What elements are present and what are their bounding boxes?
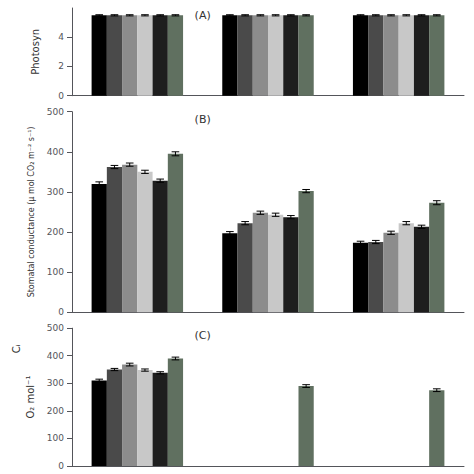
svg-text:(B): (B)	[195, 113, 211, 126]
svg-text:O₂ mol⁻¹: O₂ mol⁻¹	[25, 376, 36, 419]
svg-text:Cᵢ: Cᵢ	[11, 344, 22, 353]
svg-text:500: 500	[47, 323, 64, 333]
svg-text:0: 0	[58, 461, 64, 471]
svg-text:400: 400	[47, 351, 64, 361]
svg-text:0: 0	[58, 307, 64, 317]
svg-text:4: 4	[58, 32, 64, 42]
svg-text:500: 500	[47, 107, 64, 117]
svg-text:Stomatal conductance (μ mol CO: Stomatal conductance (μ mol CO₂ m⁻² s⁻¹)	[27, 127, 36, 298]
svg-text:0: 0	[58, 91, 64, 101]
svg-text:(C): (C)	[195, 329, 211, 342]
svg-text:Photosyn: Photosyn	[30, 29, 41, 75]
svg-text:100: 100	[47, 433, 64, 443]
svg-text:200: 200	[47, 227, 64, 237]
svg-text:(A): (A)	[195, 9, 211, 22]
svg-text:100: 100	[47, 267, 64, 277]
svg-text:2: 2	[58, 61, 64, 71]
svg-text:300: 300	[47, 187, 64, 197]
svg-text:200: 200	[47, 406, 64, 416]
svg-text:300: 300	[47, 378, 64, 388]
svg-text:400: 400	[47, 147, 64, 157]
